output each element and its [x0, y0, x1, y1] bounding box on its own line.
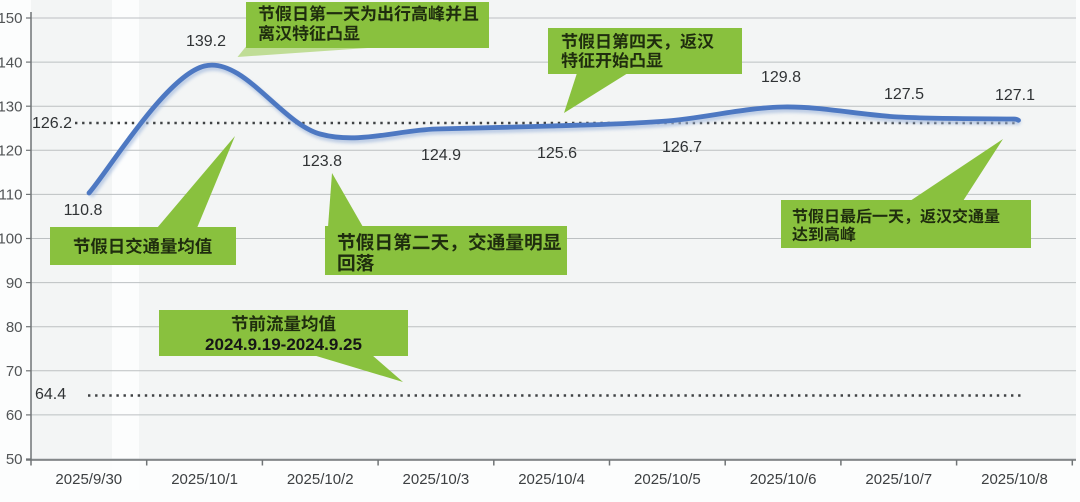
svg-text:2025/10/6: 2025/10/6 — [750, 471, 817, 488]
svg-text:2025/10/8: 2025/10/8 — [981, 471, 1048, 488]
svg-text:127.5: 127.5 — [884, 86, 924, 103]
svg-text:129.8: 129.8 — [761, 69, 801, 86]
svg-text:100: 100 — [0, 231, 23, 248]
svg-text:2025/10/2: 2025/10/2 — [287, 471, 354, 488]
svg-text:126.2: 126.2 — [32, 115, 72, 132]
svg-text:90: 90 — [6, 275, 23, 292]
svg-text:126.7: 126.7 — [662, 139, 702, 156]
svg-text:120: 120 — [0, 143, 23, 160]
svg-text:2025/10/3: 2025/10/3 — [403, 471, 470, 488]
svg-text:150: 150 — [0, 10, 23, 27]
svg-text:124.9: 124.9 — [421, 147, 461, 164]
svg-text:125.6: 125.6 — [537, 145, 577, 162]
svg-text:2025/10/5: 2025/10/5 — [634, 471, 701, 488]
svg-text:2024.9.19-2024.9.25: 2024.9.19-2024.9.25 — [205, 335, 362, 354]
svg-text:110: 110 — [0, 187, 23, 204]
svg-text:2025/10/7: 2025/10/7 — [865, 471, 932, 488]
svg-text:127.1: 127.1 — [995, 87, 1035, 104]
svg-text:2025/9/30: 2025/9/30 — [55, 471, 122, 488]
svg-text:2025/10/4: 2025/10/4 — [518, 471, 585, 488]
svg-text:110.8: 110.8 — [64, 202, 103, 219]
svg-text:60: 60 — [6, 407, 23, 424]
svg-text:70: 70 — [6, 363, 23, 380]
svg-text:139.2: 139.2 — [186, 33, 226, 50]
svg-text:130: 130 — [0, 98, 23, 115]
svg-text:64.4: 64.4 — [35, 386, 66, 403]
svg-text:123.8: 123.8 — [302, 153, 342, 170]
svg-text:2025/10/1: 2025/10/1 — [171, 471, 238, 488]
svg-text:80: 80 — [6, 319, 23, 336]
svg-text:140: 140 — [0, 54, 23, 71]
svg-text:50: 50 — [6, 451, 23, 468]
